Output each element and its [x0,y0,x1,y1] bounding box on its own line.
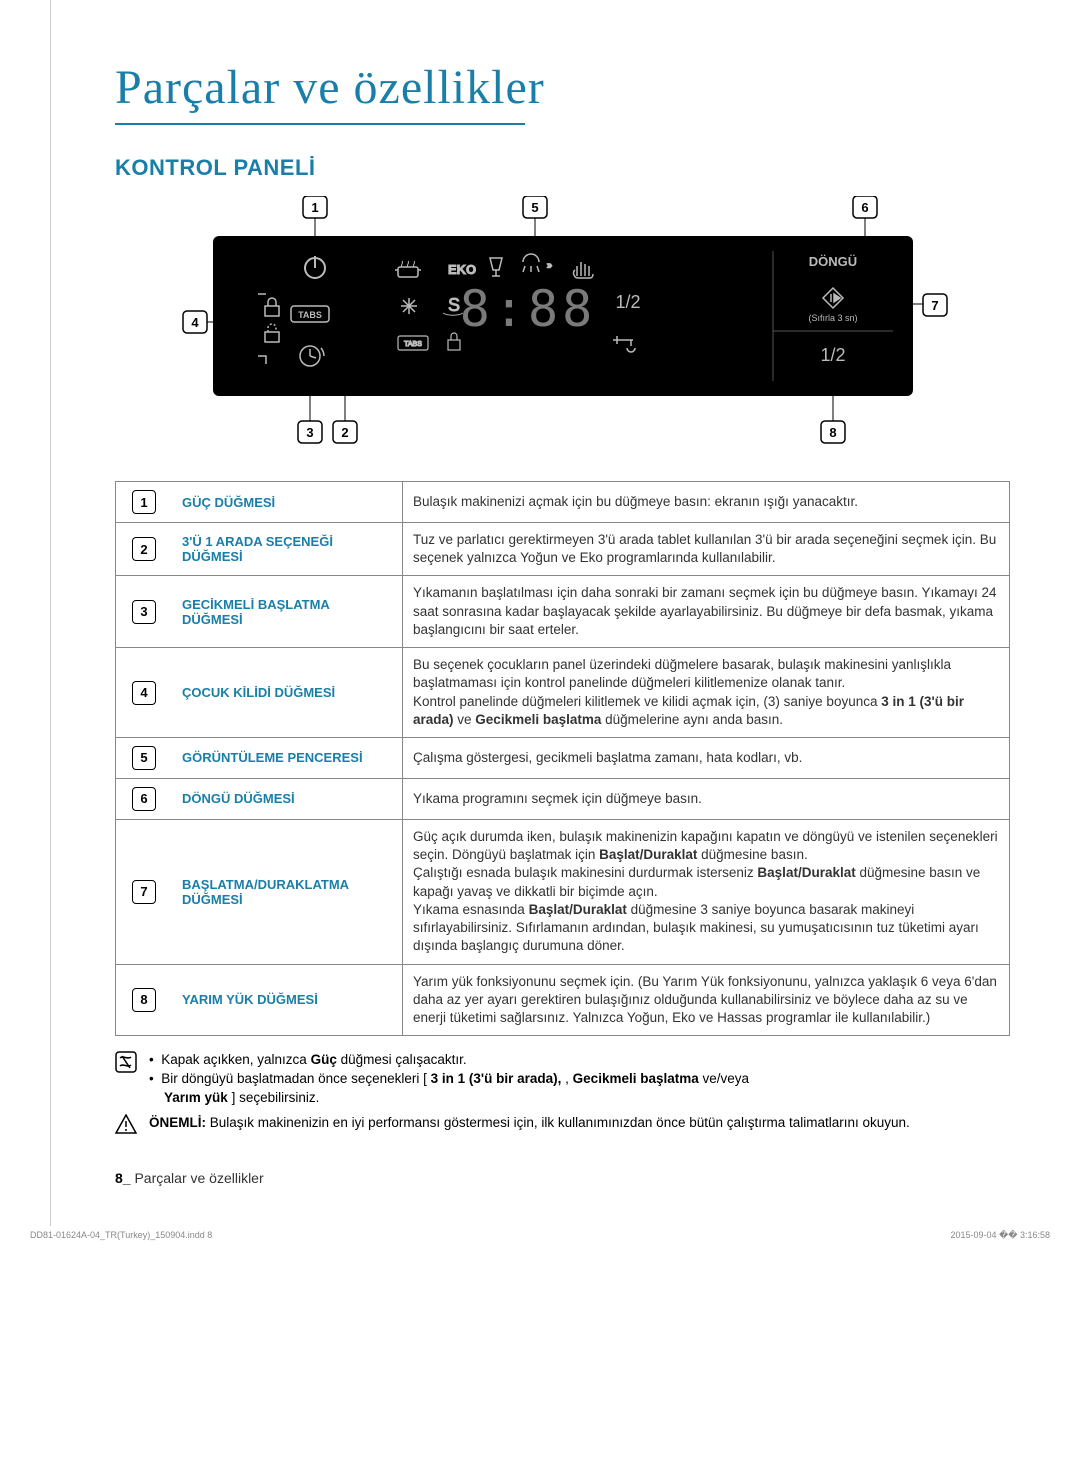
feature-description: Yıkama programını seçmek için düğmeye ba… [403,778,1010,819]
table-row: 7 BAŞLATMA/DURAKLATMA DÜĞMESİGüç açık dur… [116,819,1010,964]
number-box: 5 [132,746,156,770]
control-panel-diagram: 1 5 6 TABS [173,196,953,456]
number-box: 3 [132,600,156,624]
table-row: 4 ÇOCUK KİLİDİ DÜĞMESİBu seçenek çocuklar… [116,648,1010,738]
print-footer: DD81-01624A-04_TR(Turkey)_150904.indd 8 … [0,1226,1080,1251]
title-underline [115,123,525,125]
time-display: 8:88 [459,280,595,338]
svg-text:7: 7 [931,298,938,313]
tabs-label: TABS [298,310,322,320]
svg-text:»: » [547,260,552,270]
print-footer-left: DD81-01624A-04_TR(Turkey)_150904.indd 8 [30,1230,212,1241]
feature-number: 3 [116,576,173,648]
svg-text:2: 2 [341,425,348,440]
eko-label: EKO [448,262,476,277]
svg-text:5: 5 [531,200,538,215]
section-heading: KONTROL PANELİ [115,155,1010,181]
page: Parçalar ve özellikler KONTROL PANELİ 1 … [0,0,1080,1226]
page-footer: 8_ Parçalar ve özellikler [115,1170,1010,1186]
number-box: 2 [132,537,156,561]
feature-number: 4 [116,648,173,738]
feature-number: 8 [116,964,173,1036]
feature-label: BAŞLATMA/DURAKLATMA DÜĞMESİ [172,819,403,964]
feature-label: GECİKMELİ BAŞLATMA DÜĞMESİ [172,576,403,648]
half-load-indicator-top: 1/2 [615,292,640,312]
feature-label: YARIM YÜK DÜĞMESİ [172,964,403,1036]
notes-section: • Kapak açıkken, yalnızca Güç düğmesi ça… [115,1051,1010,1140]
table-row: 2 3'Ü 1 ARADA SEÇENEĞİ DÜĞMESİTuz ve parl… [116,523,1010,576]
note-text: • Kapak açıkken, yalnızca Güç düğmesi ça… [149,1051,749,1108]
feature-label: 3'Ü 1 ARADA SEÇENEĞİ DÜĞMESİ [172,523,403,576]
number-box: 6 [132,787,156,811]
warning-text: ÖNEMLİ: Bulaşık makinenizin en iyi perfo… [149,1114,910,1133]
half-load-indicator-bottom: 1/2 [820,345,845,365]
feature-label: DÖNGÜ DÜĞMESİ [172,778,403,819]
feature-number: 7 [116,819,173,964]
dongu-label: DÖNGÜ [808,254,856,269]
svg-text:S: S [448,295,460,315]
feature-label: GÜÇ DÜĞMESİ [172,482,403,523]
table-row: 3 GECİKMELİ BAŞLATMA DÜĞMESİYıkamanın baş… [116,576,1010,648]
feature-number: 5 [116,737,173,778]
feature-number: 1 [116,482,173,523]
print-footer-right: 2015-09-04 �� 3:16:58 [950,1230,1050,1241]
svg-text:6: 6 [861,200,868,215]
svg-text:4: 4 [191,315,199,330]
table-row: 8 YARIM YÜK DÜĞMESİYarım yük fonksiyonunu… [116,964,1010,1036]
number-box: 8 [132,988,156,1012]
page-title: Parçalar ve özellikler [115,60,1010,115]
feature-description: Bu seçenek çocukların panel üzerindeki d… [403,648,1010,738]
feature-label: ÇOCUK KİLİDİ DÜĞMESİ [172,648,403,738]
feature-label: GÖRÜNTÜLEME PENCERESİ [172,737,403,778]
feature-description: Yıkamanın başlatılması için daha sonraki… [403,576,1010,648]
table-row: 5 GÖRÜNTÜLEME PENCERESİÇalışma göstergesi… [116,737,1010,778]
table-row: 1 GÜÇ DÜĞMESİBulaşık makinenizi açmak içi… [116,482,1010,523]
number-box: 1 [132,490,156,514]
feature-table: 1 GÜÇ DÜĞMESİBulaşık makinenizi açmak içi… [115,481,1010,1036]
margin-line [50,0,51,1226]
feature-description: Çalışma göstergesi, gecikmeli başlatma z… [403,737,1010,778]
svg-text:1: 1 [311,200,318,215]
feature-description: Güç açık durumda iken, bulaşık makineniz… [403,819,1010,964]
note-icon [115,1051,139,1079]
number-box: 4 [132,681,156,705]
number-box: 7 [132,880,156,904]
feature-number: 6 [116,778,173,819]
svg-text:8: 8 [829,425,836,440]
svg-text:TABS: TABS [404,341,422,348]
feature-description: Bulaşık makinenizi açmak için bu düğmeye… [403,482,1010,523]
feature-description: Tuz ve parlatıcı gerektirmeyen 3'ü arada… [403,523,1010,576]
feature-number: 2 [116,523,173,576]
warning-icon [115,1114,139,1140]
table-row: 6 DÖNGÜ DÜĞMESİYıkama programını seçmek i… [116,778,1010,819]
svg-text:3: 3 [306,425,313,440]
reset-label: (Sıfırla 3 sn) [808,313,857,323]
feature-description: Yarım yük fonksiyonunu seçmek için. (Bu … [403,964,1010,1036]
